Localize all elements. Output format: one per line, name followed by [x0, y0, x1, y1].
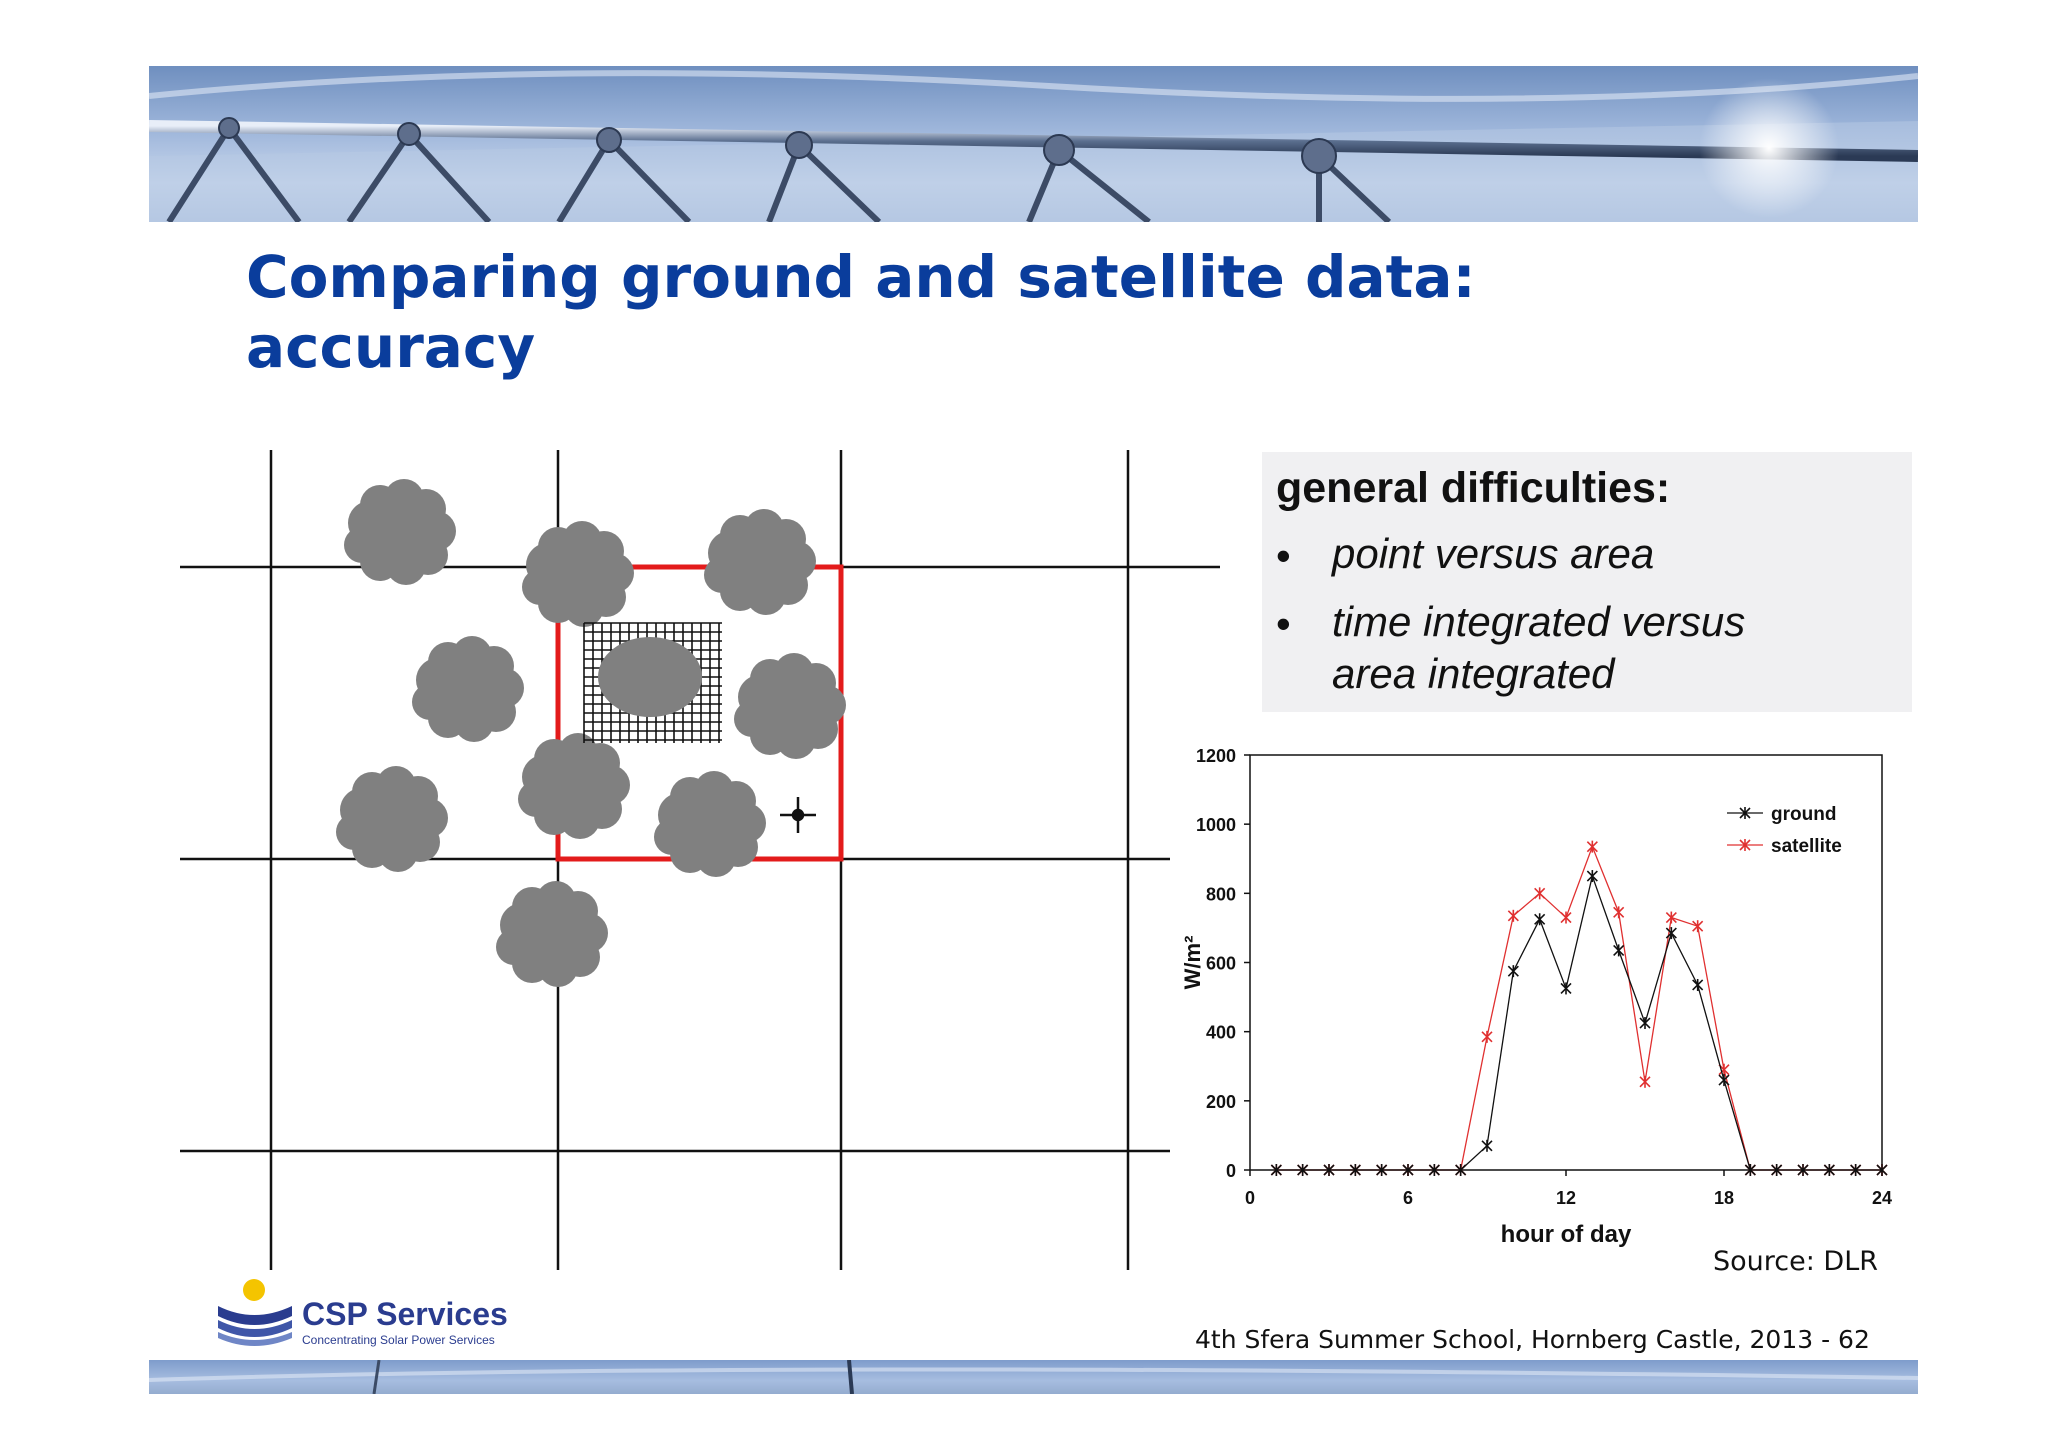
data-point-satellite — [1560, 911, 1572, 924]
x-tick-label: 18 — [1714, 1188, 1734, 1208]
satellite-grid-diagram — [180, 450, 1220, 1270]
solar-collector-image — [149, 70, 1918, 222]
logo-name: CSP Services — [302, 1296, 508, 1332]
x-axis-label: hour of day — [1501, 1221, 1632, 1248]
slide-title-line-1: Comparing ground and satellite data: — [246, 243, 1476, 311]
data-point-ground — [1349, 1164, 1361, 1176]
data-point-ground — [1586, 870, 1598, 883]
data-point-satellite — [1534, 887, 1546, 900]
x-tick-label: 12 — [1556, 1188, 1576, 1208]
y-tick-label: 1000 — [1196, 815, 1236, 835]
bullet-point-area: point versus area — [1332, 530, 1655, 577]
difficulties-box: general difficulties: • point versus are… — [1262, 452, 1912, 712]
bullet-marker: • — [1276, 600, 1291, 647]
data-point-satellite — [1481, 1030, 1493, 1043]
cloud — [734, 653, 846, 759]
irradiance-chart: 0 200 400 600 800 1000 1200 0 6 12 18 24 ground sate… — [1180, 746, 1892, 1248]
footer-banner-image — [149, 1360, 1918, 1394]
data-point-ground — [1639, 1017, 1651, 1030]
measurement-footprint — [583, 622, 722, 743]
data-point-ground — [1376, 1164, 1388, 1176]
data-point-satellite — [1586, 840, 1598, 853]
logo-tagline: Concentrating Solar Power Services — [302, 1333, 495, 1347]
bullet-marker: • — [1276, 532, 1291, 579]
y-tick-label: 600 — [1206, 954, 1236, 974]
cloud — [412, 636, 524, 742]
slide-title: Comparing ground and satellite data: acc… — [246, 242, 1746, 382]
cloud — [518, 733, 630, 839]
y-tick-label: 1200 — [1196, 746, 1236, 766]
data-point-ground — [1507, 965, 1519, 978]
data-point-ground — [1692, 978, 1704, 991]
legend-label-ground: ground — [1771, 804, 1836, 825]
footer-text: 4th Sfera Summer School, Hornberg Castle… — [1195, 1325, 1870, 1354]
legend-label-satellite: satellite — [1771, 836, 1842, 857]
data-point-ground — [1797, 1164, 1809, 1176]
series-line-ground — [1276, 873, 1882, 1171]
bullet-area-integrated: area integrated — [1332, 650, 1615, 697]
difficulties-heading: general difficulties: — [1276, 464, 1671, 512]
data-point-ground — [1613, 944, 1625, 957]
legend-marker-satellite — [1739, 839, 1751, 851]
bullet-time-integrated: time integrated versus — [1332, 598, 1746, 645]
data-point-ground — [1665, 927, 1677, 940]
data-point-ground — [1455, 1164, 1467, 1176]
footer-banner — [149, 1360, 1918, 1394]
data-point-ground — [1876, 1164, 1888, 1176]
x-tick-label: 6 — [1403, 1188, 1413, 1208]
data-point-ground — [1560, 982, 1572, 995]
cloud — [336, 766, 448, 872]
x-tick-label: 24 — [1872, 1188, 1892, 1208]
clouds — [336, 479, 846, 987]
legend-marker-ground — [1739, 807, 1751, 819]
data-point-satellite — [1507, 909, 1519, 922]
data-point-ground — [1323, 1164, 1335, 1176]
source-credit: Source: DLR — [1713, 1246, 1879, 1277]
y-tick-label: 0 — [1226, 1161, 1236, 1181]
data-point-ground — [1718, 1074, 1730, 1087]
data-point-ground — [1771, 1164, 1783, 1176]
cloud — [344, 479, 456, 585]
data-point-satellite — [1692, 920, 1704, 933]
data-point-ground — [1744, 1164, 1756, 1176]
data-point-ground — [1270, 1164, 1282, 1176]
ground-station-marker — [780, 797, 816, 833]
x-tick-label: 0 — [1245, 1188, 1255, 1208]
header-banner — [149, 66, 1918, 222]
slide-title-line-2: accuracy — [246, 313, 536, 381]
data-point-ground — [1481, 1139, 1493, 1152]
y-tick-label: 400 — [1206, 1023, 1236, 1043]
y-axis-label: W/m² — [1180, 936, 1205, 990]
data-point-satellite — [1665, 911, 1677, 924]
logo-sun-icon — [218, 1279, 292, 1346]
data-point-ground — [1402, 1164, 1414, 1176]
data-point-ground — [1823, 1164, 1835, 1176]
y-tick-label: 200 — [1206, 1092, 1236, 1112]
data-point-ground — [1534, 913, 1546, 926]
cloud — [522, 521, 634, 627]
csp-services-logo: CSP Services Concentrating Solar Power S… — [214, 1276, 514, 1347]
cloud — [704, 509, 816, 615]
data-point-satellite — [1613, 906, 1625, 919]
data-point-ground — [1297, 1164, 1309, 1176]
data-point-satellite — [1639, 1075, 1651, 1088]
y-tick-label: 800 — [1206, 884, 1236, 904]
data-point-ground — [1850, 1164, 1862, 1176]
data-point-ground — [1428, 1164, 1440, 1176]
plot-area — [1249, 754, 1883, 1171]
cloud — [496, 881, 608, 987]
